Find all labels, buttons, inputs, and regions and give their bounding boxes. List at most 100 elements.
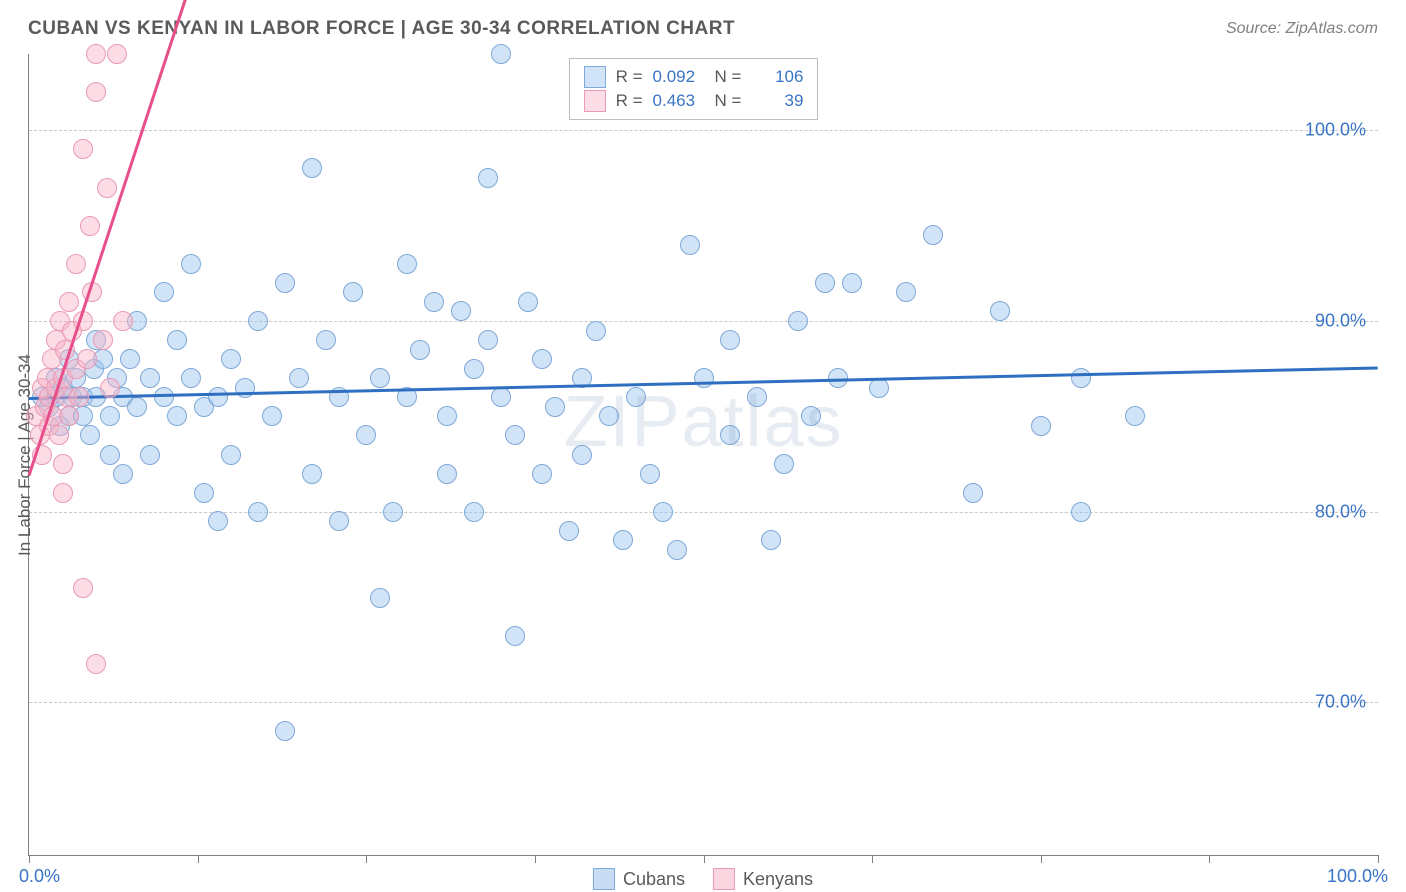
data-point — [464, 502, 484, 522]
data-point — [181, 368, 201, 388]
data-point — [140, 445, 160, 465]
data-point — [73, 139, 93, 159]
data-point — [248, 502, 268, 522]
data-point — [275, 721, 295, 741]
data-point — [80, 425, 100, 445]
gridline — [29, 512, 1378, 513]
x-axis-min-label: 0.0% — [19, 866, 60, 887]
data-point — [464, 359, 484, 379]
data-point — [167, 330, 187, 350]
plot-region: 70.0% 80.0% 90.0% 100.0% — [29, 54, 1378, 855]
data-point — [761, 530, 781, 550]
legend-r-label: R = — [616, 91, 643, 111]
x-axis-max-label: 100.0% — [1327, 866, 1388, 887]
data-point — [437, 406, 457, 426]
data-point — [316, 330, 336, 350]
data-point — [788, 311, 808, 331]
data-point — [194, 483, 214, 503]
data-point — [842, 273, 862, 293]
data-point — [923, 225, 943, 245]
data-point — [491, 387, 511, 407]
data-point — [289, 368, 309, 388]
data-point — [613, 530, 633, 550]
data-point — [69, 387, 89, 407]
legend-r-value: 0.092 — [653, 67, 705, 87]
data-point — [1071, 368, 1091, 388]
y-tick-label: 100.0% — [1305, 120, 1366, 141]
data-point — [1125, 406, 1145, 426]
x-tick — [1209, 855, 1210, 863]
data-point — [424, 292, 444, 312]
x-tick — [1378, 855, 1379, 863]
data-point — [120, 349, 140, 369]
data-point — [653, 502, 673, 522]
legend-swatch — [584, 66, 606, 88]
y-tick-label: 80.0% — [1315, 501, 1366, 522]
chart-area: In Labor Force | Age 30-34 70.0%80.0%90.… — [28, 54, 1378, 856]
series-legend: Cubans Kenyans — [593, 868, 813, 890]
legend-swatch — [713, 868, 735, 890]
data-point — [437, 464, 457, 484]
data-point — [100, 445, 120, 465]
data-point — [53, 483, 73, 503]
data-point — [53, 454, 73, 474]
gridline — [29, 702, 1378, 703]
data-point — [73, 578, 93, 598]
y-tick-label: 90.0% — [1315, 311, 1366, 332]
data-point — [167, 406, 187, 426]
legend-r-value: 0.463 — [653, 91, 705, 111]
y-tick-label: 70.0% — [1315, 692, 1366, 713]
data-point — [383, 502, 403, 522]
data-point — [694, 368, 714, 388]
data-point — [586, 321, 606, 341]
legend-n-value: 39 — [751, 91, 803, 111]
data-point — [774, 454, 794, 474]
legend-item: Cubans — [593, 868, 685, 890]
data-point — [397, 254, 417, 274]
data-point — [545, 397, 565, 417]
legend-swatch — [593, 868, 615, 890]
data-point — [248, 311, 268, 331]
data-point — [154, 282, 174, 302]
x-tick — [535, 855, 536, 863]
data-point — [154, 387, 174, 407]
data-point — [815, 273, 835, 293]
data-point — [680, 235, 700, 255]
legend-label: Cubans — [623, 869, 685, 890]
data-point — [127, 397, 147, 417]
legend-swatch — [584, 90, 606, 112]
data-point — [801, 406, 821, 426]
gridline — [29, 130, 1378, 131]
x-tick — [198, 855, 199, 863]
data-point — [86, 654, 106, 674]
gridline — [29, 321, 1378, 322]
legend-n-label: N = — [715, 67, 742, 87]
data-point — [86, 44, 106, 64]
data-point — [100, 406, 120, 426]
data-point — [221, 349, 241, 369]
data-point — [451, 301, 471, 321]
data-point — [572, 445, 592, 465]
data-point — [370, 368, 390, 388]
data-point — [100, 378, 120, 398]
data-point — [275, 273, 295, 293]
data-point — [97, 178, 117, 198]
data-point — [59, 406, 79, 426]
legend-item: Kenyans — [713, 868, 813, 890]
data-point — [80, 216, 100, 236]
data-point — [113, 464, 133, 484]
data-point — [990, 301, 1010, 321]
data-point — [626, 387, 646, 407]
data-point — [302, 464, 322, 484]
x-tick — [704, 855, 705, 863]
x-tick — [1041, 855, 1042, 863]
data-point — [181, 254, 201, 274]
data-point — [49, 425, 69, 445]
data-point — [491, 44, 511, 64]
data-point — [1031, 416, 1051, 436]
data-point — [140, 368, 160, 388]
x-tick — [872, 855, 873, 863]
data-point — [208, 511, 228, 531]
legend-label: Kenyans — [743, 869, 813, 890]
data-point — [640, 464, 660, 484]
